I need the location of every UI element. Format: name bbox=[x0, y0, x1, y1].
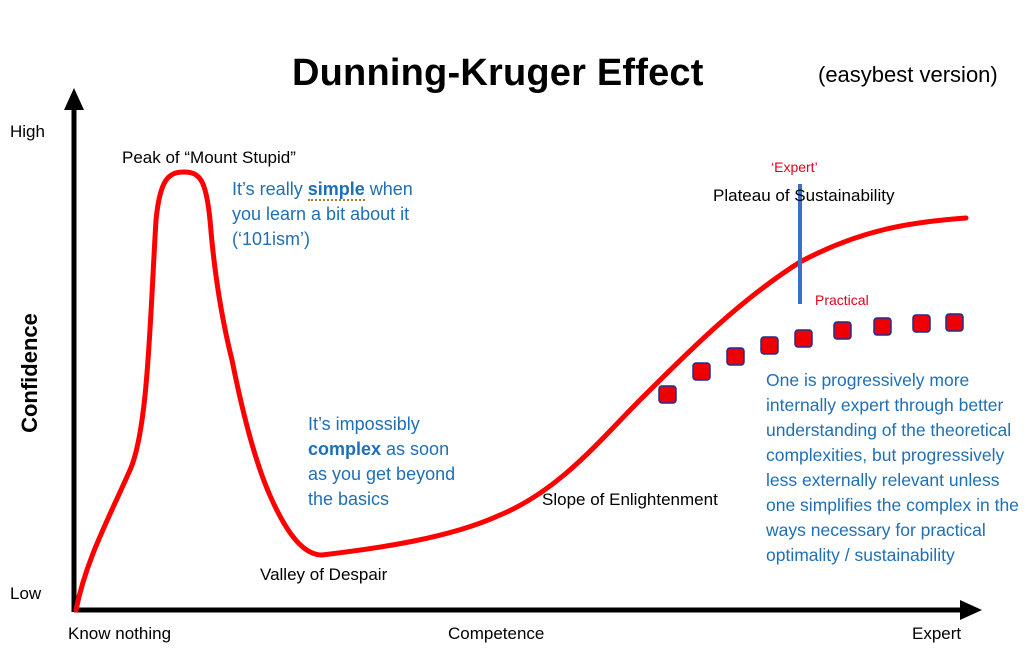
peak-label: Peak of “Mount Stupid” bbox=[122, 148, 296, 167]
y-axis-title: Confidence bbox=[17, 313, 42, 433]
expert-marker-label: ‘Expert’ bbox=[771, 159, 818, 175]
simple-note-bold: simple bbox=[307, 179, 365, 201]
slope-label: Slope of Enlightenment bbox=[542, 490, 718, 509]
progressive-note: One is progressively more internally exp… bbox=[766, 370, 1019, 565]
practical-marker bbox=[794, 329, 813, 348]
practical-marker-label: Practical bbox=[815, 292, 869, 308]
practical-marker bbox=[912, 314, 931, 333]
practical-marker bbox=[760, 336, 779, 355]
practical-marker bbox=[945, 313, 964, 332]
diagram-subtitle: (easybest version) bbox=[818, 62, 998, 87]
confidence-curve bbox=[73, 169, 969, 613]
complex-note: It’s impossibly complex as soon as you g… bbox=[308, 412, 458, 512]
plateau-label: Plateau of Sustainability bbox=[713, 186, 895, 205]
valley-label: Valley of Despair bbox=[260, 565, 388, 584]
x-start-label: Know nothing bbox=[68, 624, 172, 643]
practical-marker bbox=[658, 385, 677, 404]
simple-note: It’s really simple when you learn a bit … bbox=[232, 177, 432, 252]
practical-marker bbox=[873, 317, 892, 336]
complex-note-bold: complex bbox=[308, 439, 382, 459]
y-high-label: High bbox=[10, 122, 45, 141]
complex-note-post: as soon as you get beyond the basics bbox=[308, 439, 456, 509]
simple-note-post: when you learn a bit about it (‘101ism’) bbox=[232, 179, 413, 249]
complex-note-pre: It’s impossibly bbox=[308, 414, 420, 434]
practical-markers bbox=[658, 313, 964, 404]
simple-note-pre: It’s really bbox=[232, 179, 308, 199]
x-axis-arrow-icon bbox=[960, 600, 982, 620]
x-end-label: Expert bbox=[912, 624, 962, 643]
practical-marker bbox=[726, 347, 745, 366]
practical-marker bbox=[692, 362, 711, 381]
y-low-label: Low bbox=[10, 584, 42, 603]
x-axis-title: Competence bbox=[448, 624, 545, 643]
diagram-title: Dunning-Kruger Effect bbox=[292, 52, 704, 94]
y-axis-arrow-icon bbox=[64, 88, 84, 110]
practical-marker bbox=[833, 321, 852, 340]
